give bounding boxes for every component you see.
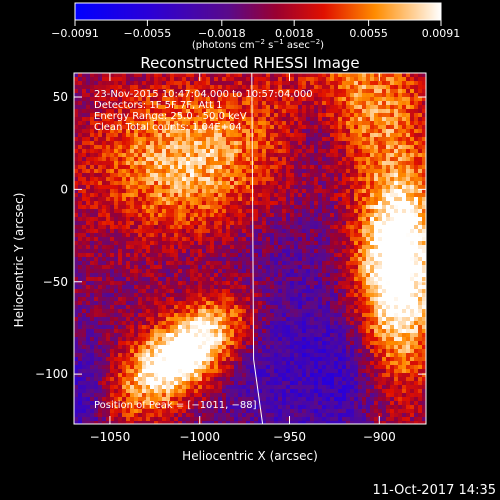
- chart-title: Reconstructed RHESSI Image: [140, 54, 359, 72]
- y-axis-label: Heliocentric Y (arcsec): [12, 193, 26, 328]
- annotation-detectors: Detectors: 1F 5F 7F, Att 1: [94, 100, 222, 111]
- x-tick-label: −950: [273, 430, 306, 444]
- colorbar-tick-label: −0.0091: [51, 27, 99, 40]
- x-tick-label: −1000: [179, 430, 220, 444]
- x-tick-label: −900: [363, 430, 396, 444]
- plot-annotations: 23-Nov-2015 10:47:04.000 to 10:57:04.000…: [94, 89, 313, 411]
- annotation-time-range: 23-Nov-2015 10:47:04.000 to 10:57:04.000: [94, 89, 313, 100]
- y-tick-label: −50: [43, 275, 68, 289]
- y-tick-label: 0: [60, 182, 68, 196]
- y-tick-label: −100: [35, 367, 68, 381]
- annotation-energy-range: Energy Range: 25.0 - 50.0 keV: [94, 111, 247, 122]
- x-axis-label: Heliocentric X (arcsec): [182, 449, 318, 463]
- peak-position-label: Position of Peak = [−1011, −88]: [94, 400, 257, 411]
- colorbar-tick-label: 0.0055: [349, 27, 388, 40]
- colorbar-tick-label: −0.0018: [198, 27, 246, 40]
- colorbar-tick-label: −0.0055: [124, 27, 172, 40]
- solar-limb-line: [251, 73, 264, 424]
- x-tick-label: −1050: [90, 430, 131, 444]
- colorbar-unit: (photons cm−2 s−1 asec−2): [192, 38, 324, 51]
- colorbar: [74, 2, 442, 21]
- annotation-counts: Clean Total counts: 1.04E+04: [94, 122, 242, 133]
- colorbar-ticks: −0.0091 −0.0055 −0.0018 0.0018 0.0055 0.0091: [51, 20, 460, 40]
- colorbar-tick-label: 0.0018: [275, 27, 314, 40]
- plot-frame: [73, 72, 427, 425]
- heatmap-image: [74, 73, 426, 424]
- colorbar-tick-label: 0.0091: [422, 27, 461, 40]
- axis-ticks: −1050 −1000 −950 −900 −100 −50 0 50: [35, 73, 426, 444]
- footer-timestamp: 11-Oct-2017 14:35: [372, 483, 496, 498]
- y-tick-label: 50: [53, 90, 68, 104]
